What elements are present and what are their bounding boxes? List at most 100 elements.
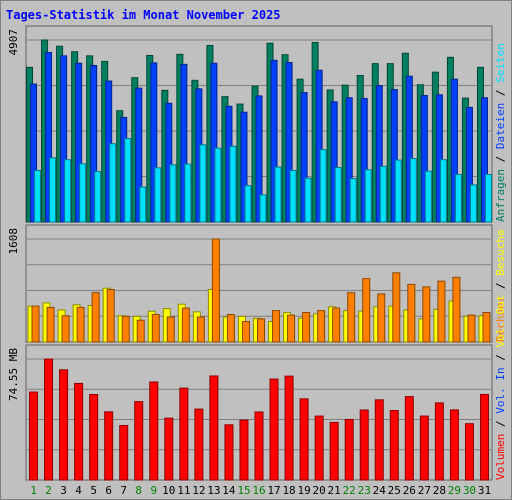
day-label: 10 <box>162 484 175 497</box>
legend-part: Besuche <box>494 229 507 275</box>
day-label: 17 <box>267 484 280 497</box>
bar-volumen <box>269 378 279 481</box>
y-max-label: 1608 <box>7 228 20 255</box>
bar-seiten <box>169 164 177 223</box>
bar-seiten <box>484 174 492 223</box>
bar-volumen <box>464 423 474 481</box>
bar-seiten <box>469 184 477 223</box>
bar-rechner <box>76 306 85 343</box>
bar-volumen <box>44 358 54 481</box>
bar-volumen <box>389 410 399 481</box>
bar-dateien <box>135 87 143 223</box>
bar-seiten <box>184 163 192 223</box>
bar-volumen <box>374 399 384 481</box>
day-label: 8 <box>135 484 142 497</box>
day-label: 2 <box>45 484 52 497</box>
day-label: 11 <box>177 484 190 497</box>
legend-part: / <box>494 149 507 169</box>
day-label: 31 <box>478 484 491 497</box>
bar-dateien <box>315 69 323 223</box>
day-axis-labels: 1 2 3 4 5 6 7 8 9 10 11 12 13 14 15 16 17 18 19 20 21 22 23 24 2… <box>30 484 491 497</box>
day-label: 30 <box>463 484 476 497</box>
bar-dateien <box>480 97 488 223</box>
chart-panels: 4907 Anfragen / Dateien / Seiten 1608 Rechn… <box>7 25 507 481</box>
legend-part: / <box>494 83 507 103</box>
bar-seiten <box>259 194 267 223</box>
bar-seiten <box>289 169 297 223</box>
bar-dateien <box>180 63 188 223</box>
bar-seiten <box>454 174 462 223</box>
legend-part: Vol. Out <box>494 295 507 348</box>
bar-rechner <box>422 286 431 343</box>
day-label: 22 <box>343 484 356 497</box>
series-legend-label: Volumen / Vol. In / Vol. Out <box>494 295 507 480</box>
bar-volumen <box>449 409 459 481</box>
series-legend-label: Anfragen / Dateien / Seiten <box>494 43 507 222</box>
bar-dateien <box>375 85 383 223</box>
bar-dateien <box>165 102 173 223</box>
bar-volumen <box>239 419 249 481</box>
bar-seiten <box>439 159 447 223</box>
bar-rechner <box>181 307 190 343</box>
day-label: 6 <box>105 484 112 497</box>
bar-seiten <box>394 159 402 223</box>
legend-part: Volumen <box>494 434 507 480</box>
bar-rechner <box>151 313 160 343</box>
bar-rechner <box>407 283 416 343</box>
panel-middle: 1608 Rechner / Besuche <box>7 224 507 343</box>
bar-volumen <box>434 402 444 481</box>
bar-dateien <box>465 106 473 223</box>
day-label: 29 <box>448 484 461 497</box>
legend-part: / <box>494 348 507 368</box>
bar-seiten <box>199 144 207 223</box>
day-label: 23 <box>358 484 371 497</box>
bar-seiten <box>154 167 162 223</box>
bar-volumen <box>314 415 324 481</box>
bar-volumen <box>419 415 429 481</box>
bar-rechner <box>166 316 175 343</box>
bar-volumen <box>299 398 309 481</box>
day-label: 13 <box>207 484 220 497</box>
day-label: 15 <box>237 484 250 497</box>
legend-part: Vol. In <box>494 367 507 413</box>
bar-seiten <box>349 178 357 223</box>
bar-volumen <box>149 381 159 481</box>
bar-volumen <box>404 396 414 481</box>
bar-rechner <box>121 315 130 343</box>
day-label: 1 <box>30 484 37 497</box>
bar-volumen <box>134 401 144 481</box>
bar-rechner <box>437 280 446 343</box>
bar-dateien <box>240 111 248 223</box>
bar-seiten <box>214 147 222 223</box>
day-label: 20 <box>313 484 326 497</box>
bar-volumen <box>209 375 219 481</box>
legend-part: Anfragen <box>494 169 507 222</box>
day-label: 21 <box>328 484 341 497</box>
bar-rechner <box>136 319 145 343</box>
bar-dateien <box>60 55 68 223</box>
bar-rechner <box>347 292 356 343</box>
bar-rechner <box>467 314 476 343</box>
bar-dateien <box>450 78 458 223</box>
bar-dateien <box>45 51 53 223</box>
bar-rechner <box>31 305 40 343</box>
bar-seiten <box>364 169 372 223</box>
bar-seiten <box>274 166 282 223</box>
bar-seiten <box>109 143 117 223</box>
bar-volumen <box>254 411 264 481</box>
day-label: 25 <box>388 484 401 497</box>
bar-seiten <box>379 165 387 223</box>
bar-volumen <box>329 421 339 481</box>
bar-seiten <box>34 169 42 223</box>
bar-volumen <box>164 417 174 481</box>
bar-rechner <box>241 321 250 343</box>
day-label: 24 <box>373 484 387 497</box>
bar-seiten <box>424 170 432 223</box>
bar-rechner <box>46 306 55 343</box>
bar-dateien <box>75 62 83 223</box>
bar-seiten <box>409 158 417 223</box>
day-label: 16 <box>252 484 265 497</box>
bar-seiten <box>124 138 132 223</box>
bar-dateien <box>150 62 158 223</box>
